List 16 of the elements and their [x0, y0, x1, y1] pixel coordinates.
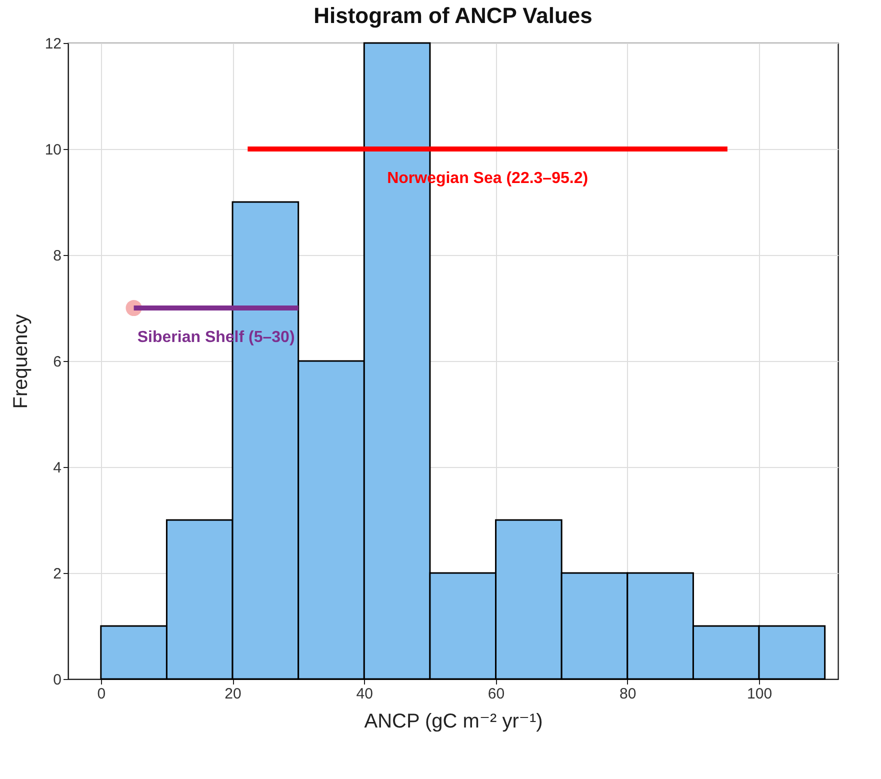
x-axis-title: ANCP (gC m⁻² yr⁻¹) [364, 710, 543, 732]
y-tick-label: 6 [53, 354, 62, 370]
y-tick-label: 2 [53, 566, 62, 582]
x-tick-label: 100 [747, 686, 772, 702]
x-tick-label: 40 [356, 686, 373, 702]
x-tick-label: 0 [97, 686, 106, 702]
x-tick-label: 60 [488, 686, 505, 702]
y-tick-label: 10 [44, 142, 62, 158]
x-tick-label: 80 [620, 686, 636, 702]
y-tick-label: 0 [53, 672, 62, 688]
y-tick-label: 4 [53, 460, 62, 476]
chart-title: Histogram of ANCP Values [314, 3, 592, 28]
y-tick-label: 8 [53, 248, 62, 264]
y-tick-label: 12 [44, 36, 62, 52]
x-tick-label: 20 [224, 686, 242, 702]
y-axis-title: Frequency [10, 314, 32, 409]
